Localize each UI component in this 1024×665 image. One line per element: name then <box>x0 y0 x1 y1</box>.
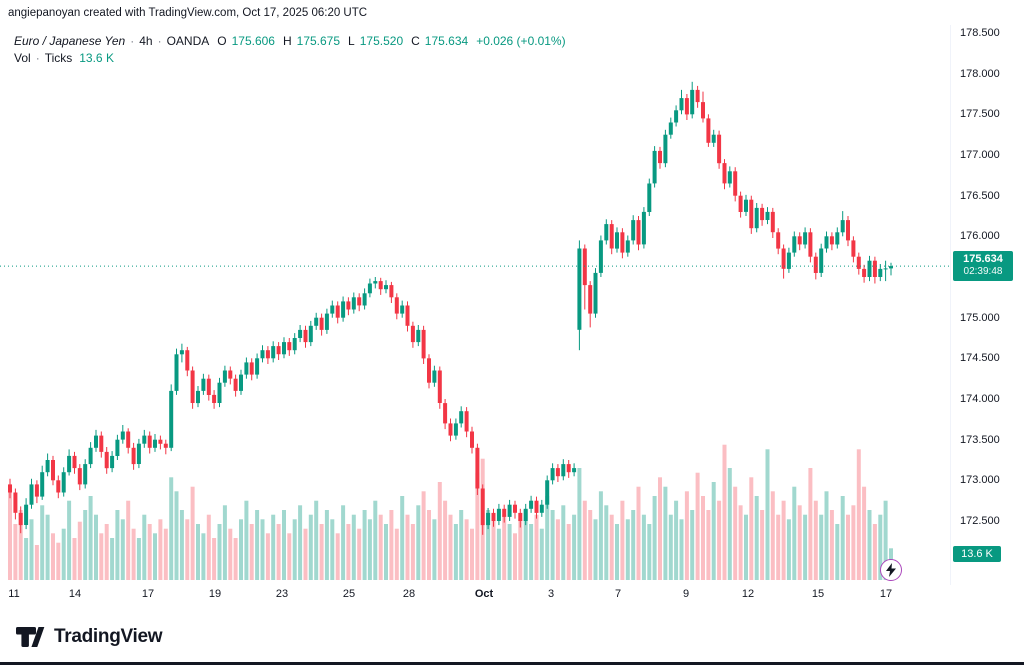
symbol-legend-row: Euro / Japanese Yen · 4h · OANDA O 175.6… <box>14 33 566 50</box>
price-tick-label: 173.000 <box>960 474 1000 487</box>
time-tick-label: 28 <box>402 588 416 600</box>
close-value: 175.634 <box>424 34 469 48</box>
change-value: +0.026 (+0.01%) <box>476 34 566 48</box>
last-price-value: 175.634 <box>963 253 1003 266</box>
chart-canvas[interactable] <box>0 25 950 585</box>
time-tick-label: 19 <box>208 588 222 600</box>
time-tick-label: 14 <box>68 588 82 600</box>
last-price-badge: 175.634 02:39:48 <box>953 251 1013 282</box>
low-value: 175.520 <box>359 34 404 48</box>
chart-pane[interactable]: Euro / Japanese Yen · 4h · OANDA O 175.6… <box>0 25 1024 585</box>
price-tick-label: 178.500 <box>960 27 1000 39</box>
brand-name: TradingView <box>54 626 163 647</box>
time-tick-label: 7 <box>614 588 622 600</box>
bar-countdown: 02:39:48 <box>963 266 1003 278</box>
price-tick-label: 174.000 <box>960 392 1000 405</box>
open-value: 175.606 <box>231 34 275 48</box>
time-tick-label: 17 <box>879 588 893 600</box>
tradingview-logo-icon <box>16 627 45 647</box>
volume-label: Vol <box>14 51 31 65</box>
time-tick-label: 9 <box>682 588 690 600</box>
price-tick-label: 176.500 <box>960 189 1000 202</box>
time-tick-label: 15 <box>811 588 825 600</box>
price-tick-label: 174.500 <box>960 352 1000 365</box>
volume-badge: 13.6 K <box>953 546 1001 563</box>
time-tick-label: 23 <box>275 588 289 600</box>
legend-separator: · <box>157 34 162 48</box>
price-tick-label: 172.500 <box>960 514 1000 527</box>
volume-type-label: Ticks <box>44 51 73 65</box>
time-tick-label: 17 <box>141 588 155 600</box>
price-tick-label: 175.000 <box>960 311 1000 324</box>
price-tick-label: 177.500 <box>960 108 1000 121</box>
legend-separator: · <box>130 34 135 48</box>
price-tick-label: 177.000 <box>960 148 1000 161</box>
price-axis[interactable]: 172.500 173.000 173.500 174.000 174.500 175.0… <box>950 25 1024 585</box>
high-label: H <box>282 34 292 48</box>
volume-value: 13.6 K <box>79 51 114 65</box>
time-tick-label: 25 <box>342 588 356 600</box>
symbol-title[interactable]: Euro / Japanese Yen <box>14 34 126 48</box>
time-tick-label: Oct <box>474 588 494 600</box>
instant-trading-button[interactable] <box>880 559 902 581</box>
exchange-label: OANDA <box>166 34 210 48</box>
attribution-text: angiepanoyan created with TradingView.co… <box>8 7 368 19</box>
time-tick-label: 3 <box>547 588 555 600</box>
low-label: L <box>348 34 355 48</box>
time-tick-label: 11 <box>8 588 20 600</box>
close-label: C <box>411 34 420 48</box>
chart-legend: Euro / Japanese Yen · 4h · OANDA O 175.6… <box>14 33 566 67</box>
volume-legend-row: Vol · Ticks 13.6 K <box>14 50 566 67</box>
footer-brand[interactable]: TradingView <box>16 620 163 654</box>
high-value: 175.675 <box>296 34 341 48</box>
price-tick-label: 176.000 <box>960 230 1000 243</box>
time-axis[interactable]: 11 14 17 19 23 25 28 Oct 3 7 9 12 15 17 <box>0 586 950 604</box>
open-label: O <box>217 34 227 48</box>
lightning-bolt-icon <box>886 563 896 577</box>
price-tick-label: 178.000 <box>960 67 1000 80</box>
price-tick-label: 173.500 <box>960 433 1000 446</box>
interval-label[interactable]: 4h <box>139 34 153 48</box>
legend-separator: · <box>35 51 40 65</box>
time-tick-label: 12 <box>741 588 755 600</box>
bottom-divider-bar <box>0 662 1024 665</box>
